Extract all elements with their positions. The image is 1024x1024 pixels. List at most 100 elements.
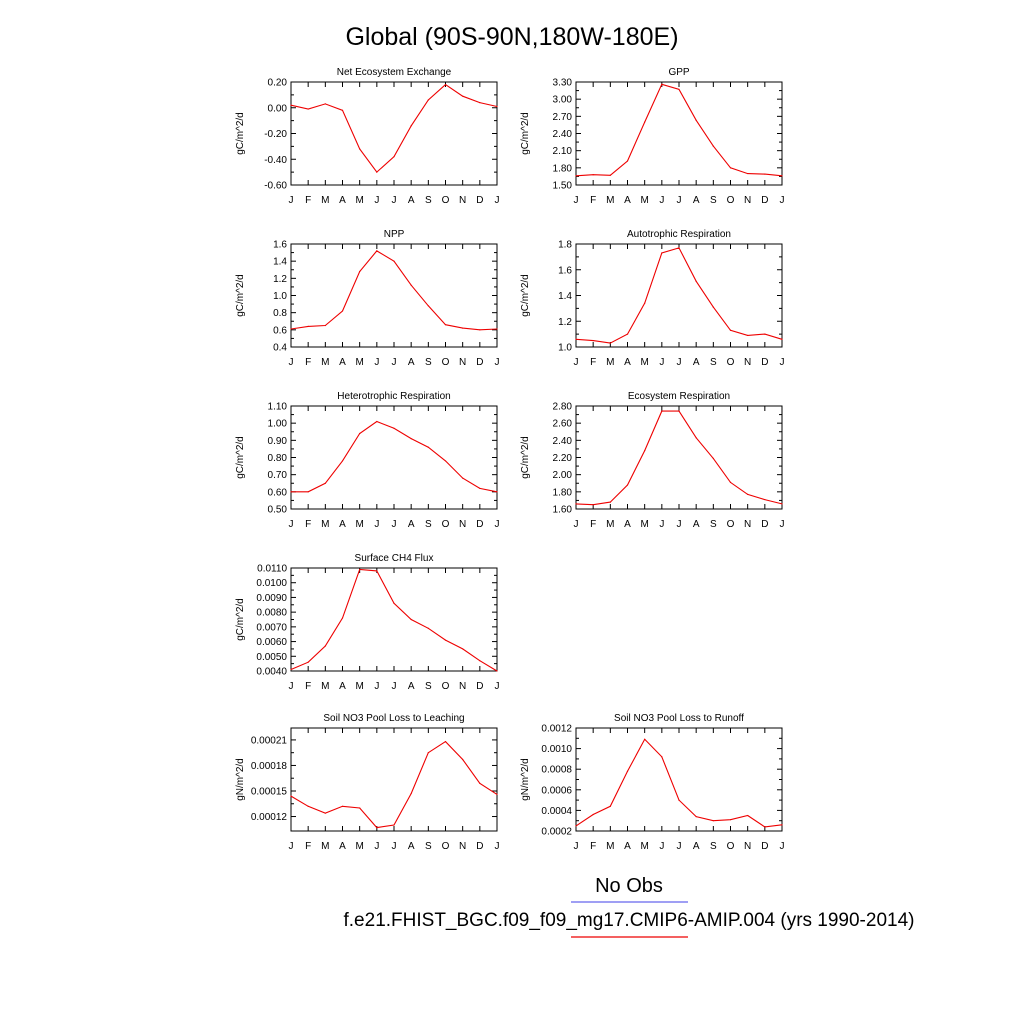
data-point [479,102,481,104]
data-point [626,160,629,162]
plot-frame [575,81,783,186]
data-point [410,618,412,621]
y-tick-label: 1.4 [558,291,572,302]
x-tick-label: M [321,519,329,530]
x-tick-label: N [744,195,751,206]
y-tick-label: 0.4 [273,343,287,354]
x-tick-label: F [590,519,596,530]
data-point [729,481,732,483]
panel-grid: Net Ecosystem Exchange -0.60 -0.40 -0.20 0.0… [235,67,785,852]
x-tick-label: F [590,841,596,852]
data-point [376,250,378,252]
x-tick-label: A [693,841,700,852]
data-point [427,752,429,754]
data-point [427,99,429,101]
series-line [290,740,498,829]
panel-soil-no3-pool-loss-to-leaching: Soil NO3 Pool Loss to Leaching 0.00012 0.0… [235,713,500,852]
data-point [444,639,447,641]
x-tick-label: N [744,519,751,530]
data-point [626,484,629,486]
y-tick-label: 1.10 [268,402,288,413]
data-point [781,503,783,505]
x-tick-label: A [339,357,346,368]
data-point [712,306,714,308]
data-point [781,824,783,826]
x-tick-label: M [640,357,648,368]
y-axis-label: gC/m^2/d [235,274,246,317]
x-tick-label: F [590,195,596,206]
y-tick-label: 0.00021 [251,735,288,746]
legend: No Obs f.e21.FHIST_BGC.f09_f09_mg17.CMIP… [344,875,914,938]
y-tick-label: 1.8 [558,240,572,251]
x-tick-label: A [408,357,415,368]
y-tick-label: 2.00 [553,470,573,481]
y-tick-label: 1.6 [558,265,572,276]
y-axis-label: gN/m^2/d [520,758,531,801]
data-point [290,795,292,797]
x-tick-label: J [289,357,294,368]
x-tick-label: N [459,519,466,530]
y-axis-label: gC/m^2/d [235,598,246,641]
data-point [747,814,749,817]
x-tick-label: F [590,357,596,368]
panel-title: Heterotrophic Respiration [337,391,450,402]
data-point [729,167,732,169]
x-tick-label: S [710,195,717,206]
data-point [462,327,464,329]
legend-obs-label: No Obs [595,875,663,897]
x-tick-label: A [408,841,415,852]
x-tick-label: J [392,519,397,530]
data-point [359,432,361,435]
data-point [626,333,629,335]
data-point [695,280,697,282]
data-point [678,799,680,801]
data-point [324,645,326,647]
x-tick-label: J [374,681,379,692]
series-line [291,420,498,493]
y-tick-label: 0.0050 [256,652,287,663]
data-point [444,460,447,462]
data-point [496,491,498,493]
data-point [444,741,447,743]
panel-title: Ecosystem Respiration [628,391,730,402]
data-point [341,805,344,807]
x-tick-label: O [442,195,450,206]
x-tick-label: S [425,357,432,368]
x-tick-label: J [780,841,785,852]
y-tick-label: 0.80 [268,453,288,464]
x-tick-label: O [442,357,450,368]
x-tick-label: J [289,195,294,206]
panel-ecosystem-respiration: Ecosystem Respiration 1.60 1.80 2.00 2.20 2.4… [520,391,785,530]
data-point [479,329,481,331]
x-tick-label: O [727,357,735,368]
data-point [575,338,577,340]
y-tick-label: 0.0008 [541,765,572,776]
x-tick-label: M [355,841,363,852]
data-point [376,570,378,572]
data-point [393,260,395,262]
x-tick-label: S [710,519,717,530]
x-tick-label: A [339,841,346,852]
y-tick-label: 2.20 [553,453,573,464]
panel-title: Soil NO3 Pool Loss to Leaching [323,713,464,724]
plot-frame [575,727,783,832]
x-tick-label: N [459,195,466,206]
data-point [290,668,292,671]
x-tick-label: O [442,841,450,852]
x-tick-label: J [780,519,785,530]
data-point [376,826,378,829]
x-tick-label: O [727,841,735,852]
data-point [427,305,429,307]
y-axis-label: gC/m^2/d [520,436,531,479]
x-tick-label: A [693,519,700,530]
data-point [324,812,326,814]
plot-frame [575,243,783,348]
panel-title: Surface CH4 Flux [355,553,434,564]
x-tick-label: J [289,841,294,852]
x-tick-label: J [495,681,500,692]
y-tick-label: 1.60 [553,505,573,516]
y-tick-label: 1.2 [558,317,572,328]
x-tick-label: A [693,357,700,368]
y-tick-label: -0.60 [264,181,287,192]
